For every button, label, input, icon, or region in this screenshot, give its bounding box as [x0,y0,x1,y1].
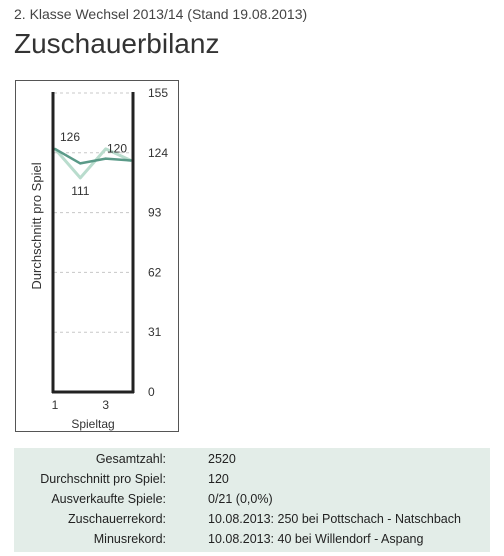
chart-y-tick-label: 0 [148,385,155,399]
stats-panel: Gesamtzahl: 2520 Durchschnitt pro Spiel: 12… [14,448,490,552]
chart-data-point [104,157,107,160]
chart-x-tick-label: 1 [52,398,59,412]
chart-data-point [79,176,82,180]
chart-y-tick-label: 62 [148,265,162,279]
chart-data-label: 126 [60,130,80,144]
chart-data-point [104,147,107,151]
stats-label: Gesamtzahl: [95,452,166,466]
chart-series-line [54,147,132,165]
stats-row: Gesamtzahl: 2520 [14,450,490,470]
stats-label: Ausverkaufte Spiele: [51,492,166,506]
stats-row: Durchschnitt pro Spiel: 120 [14,470,490,490]
stats-row: Ausverkaufte Spiele: 0/21 (0,0%) [14,490,490,510]
chart-data-point [79,162,82,165]
attendance-chart: 0 31 62 93 124 155 1 3 126 111 120 Durchschnitt pr… [29,86,168,431]
stats-row: Zuschauerrekord: 10.08.2013: 250 bei Pott… [14,510,490,530]
stats-label: Zuschauerrekord: [68,512,166,526]
chart-x-tick-label: 3 [102,398,109,412]
stats-value: 10.08.2013: 40 bei Willendorf - Aspang [208,532,424,546]
chart-x-axis-title: Spieltag [71,417,114,431]
chart-y-tick-label: 31 [148,325,162,339]
chart-y-tick-label: 124 [148,146,168,160]
chart-y-tick-label: 155 [148,86,168,100]
chart-y-tick-label: 93 [148,206,162,220]
stats-value: 2520 [208,452,236,466]
stats-value: 10.08.2013: 250 bei Pottschach - Natschb… [208,512,461,526]
stats-label: Durchschnitt pro Spiel: [40,472,166,486]
page-subtitle: 2. Klasse Wechsel 2013/14 (Stand 19.08.2… [14,6,308,22]
chart-series-line [53,147,132,180]
page-title: Zuschauerbilanz [14,28,220,59]
stats-label: Minusrekord: [93,532,166,546]
stats-value: 0/21 (0,0%) [208,492,273,506]
stats-value: 120 [208,472,229,486]
chart-data-label: 111 [71,184,90,198]
chart-y-axis-title: Durchschnitt pro Spiel [29,162,44,289]
chart-data-label: 120 [107,142,127,156]
stats-row: Minusrekord: 10.08.2013: 40 bei Willendor… [14,530,490,550]
chart-frame [15,80,179,432]
